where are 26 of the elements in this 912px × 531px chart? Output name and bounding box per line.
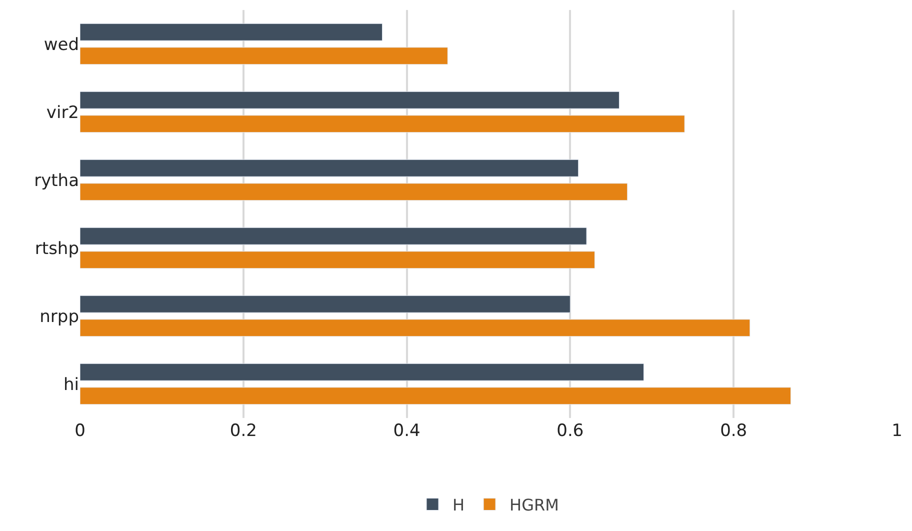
y-tick-label: rytha: [34, 170, 79, 191]
y-tick-label: rtshp: [34, 238, 79, 259]
x-tick-label: 0.2: [230, 421, 257, 441]
x-tick-label: 0.8: [720, 421, 748, 441]
bar: [80, 183, 628, 201]
bar: [80, 47, 448, 65]
bar: [80, 295, 570, 313]
x-tick-label: 0.6: [556, 421, 584, 441]
y-tick-label: wed: [44, 34, 79, 55]
bar: [80, 319, 750, 337]
bar: [80, 23, 383, 41]
x-tick-label: 1: [892, 421, 902, 441]
bar: [80, 159, 579, 177]
y-tick-label: hi: [64, 374, 79, 395]
legend-label: HGRM: [510, 496, 559, 514]
bar: [80, 227, 587, 245]
bar: [80, 115, 685, 133]
bar: [80, 363, 644, 381]
bar: [80, 387, 792, 405]
x-tick-label: 0.4: [393, 421, 420, 441]
y-tick-label: vir2: [46, 102, 79, 123]
legend-label: H: [452, 496, 465, 514]
bar: [80, 251, 595, 269]
y-tick-label: nrpp: [40, 306, 79, 327]
x-tick-label: 0: [74, 421, 86, 441]
bar: [80, 91, 620, 109]
